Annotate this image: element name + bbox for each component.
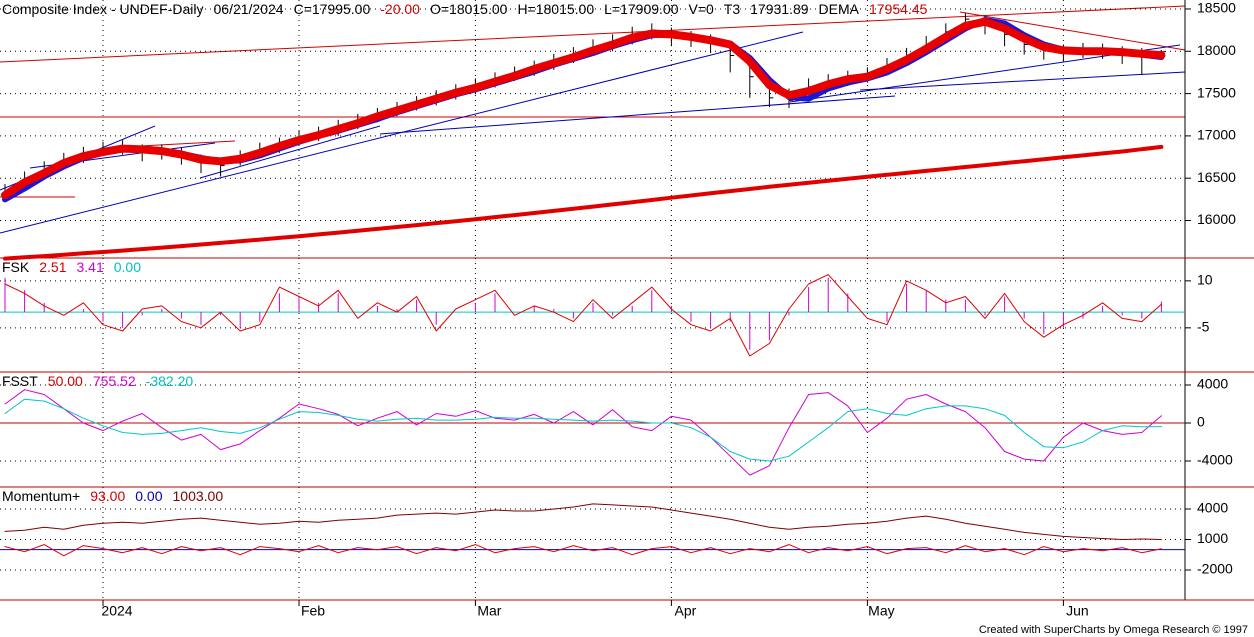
x-tick-label: Feb <box>301 603 325 619</box>
footer: Created with SuperCharts by Omega Resear… <box>978 624 1248 636</box>
header-item: 3.41 <box>76 259 104 275</box>
y-tick-label: 17000 <box>1197 127 1236 143</box>
panel-header: FSK 2.51 3.41 0.00 <box>2 259 151 275</box>
header-item: 2.51 <box>39 259 67 275</box>
y-tick-label: 0 <box>1197 414 1205 430</box>
header-item: 50.00 <box>47 373 83 389</box>
series-line <box>4 398 1162 462</box>
series-line <box>1 17 1166 200</box>
header-item: 17931.89 <box>750 1 809 17</box>
y-tick-label: 4000 <box>1197 500 1228 516</box>
header-item: O=18015.00 <box>429 1 508 17</box>
trendline <box>959 11 1186 51</box>
y-tick-label: -2000 <box>1197 561 1233 577</box>
trendline <box>0 5 1186 63</box>
panel-header: Momentum+ 93.00 0.00 1003.00 <box>2 488 233 504</box>
header-item: FSK <box>2 259 30 275</box>
header-item: V=0 <box>688 1 714 17</box>
y-tick-label: 18500 <box>1197 0 1236 16</box>
panel-header: Composite Index - UNDEF-Daily 06/21/2024 C… <box>2 1 937 17</box>
header-item: Composite Index - UNDEF-Daily <box>2 1 204 17</box>
x-tick-label: Jun <box>1066 603 1089 619</box>
header-item: 1003.00 <box>172 488 224 504</box>
header-item: L=17909.00 <box>604 1 679 17</box>
header-item: DEMA <box>818 1 859 17</box>
series-line <box>3 144 1164 261</box>
y-tick-label: 16500 <box>1197 169 1236 185</box>
header-item: Momentum+ <box>2 488 81 504</box>
y-tick-label: 4000 <box>1197 376 1228 392</box>
y-tick-label: 1000 <box>1197 530 1228 546</box>
trendlines <box>0 5 1186 234</box>
x-tick-label: 2024 <box>101 603 132 619</box>
y-tick-label: 18000 <box>1197 42 1236 58</box>
x-tick-label: May <box>868 603 894 619</box>
y-tick-label: 16000 <box>1197 211 1236 227</box>
trendline <box>139 140 236 147</box>
header-item: 06/21/2024 <box>213 1 284 17</box>
series-line <box>4 274 1162 357</box>
trendline <box>199 125 381 179</box>
header-item: 755.52 <box>92 373 136 389</box>
trendline <box>379 95 896 135</box>
header-item: C=17995.00 <box>293 1 371 17</box>
header-item: FSST <box>2 373 38 389</box>
header-item: -382.20 <box>145 373 194 389</box>
header-item: 93.00 <box>90 488 126 504</box>
panel-header: FSST 50.00 755.52 -382.20 <box>2 373 203 389</box>
header-item: 17954.45 <box>869 1 928 17</box>
header-item: H=18015.00 <box>517 1 595 17</box>
y-tick-label: 17500 <box>1197 84 1236 100</box>
y-tick-label: 10 <box>1197 272 1213 288</box>
header-item: 0.00 <box>135 488 163 504</box>
series-line <box>2 17 1165 203</box>
trendline <box>859 71 1186 91</box>
x-tick-label: Mar <box>477 603 501 619</box>
series-line <box>4 503 1162 540</box>
y-tick-label: -4000 <box>1197 452 1233 468</box>
header-item: -20.00 <box>380 1 420 17</box>
header-item: T3 <box>723 1 741 17</box>
x-tick-label: Apr <box>675 603 697 619</box>
series-line <box>4 544 1162 557</box>
header-item: 0.00 <box>113 259 141 275</box>
y-tick-label: -5 <box>1197 319 1210 335</box>
series-line <box>4 389 1162 476</box>
